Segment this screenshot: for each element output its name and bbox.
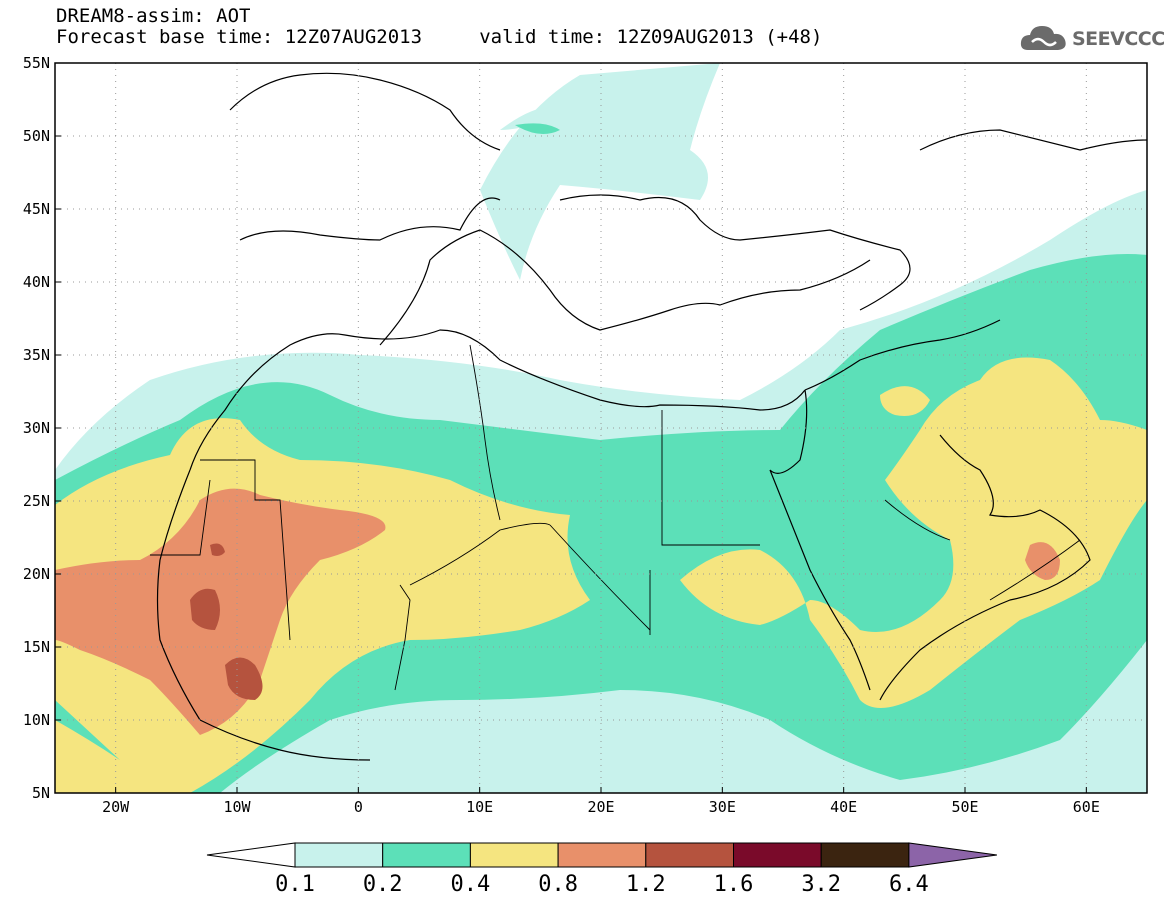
colorbar-segment	[557, 842, 647, 868]
colorbar-segment	[733, 842, 822, 868]
colorbar-segment	[382, 842, 471, 868]
axis-ticks: 55N 50N 45N 40N 35N 30N 25N 20N 15N 10N 5N 20W 10W 0 1…	[23, 54, 1100, 816]
lon-tick-label: 10E	[466, 798, 493, 816]
colorbar-segment	[645, 842, 734, 868]
logo-text: SEEVCCC	[1072, 28, 1165, 50]
lon-tick-label: 20E	[587, 798, 614, 816]
logo: SEEVCCC	[1018, 22, 1165, 58]
lon-tick-label: 10W	[223, 798, 251, 816]
lat-tick-label: 55N	[23, 54, 50, 72]
aot-band-0.8-1.2	[55, 488, 1060, 735]
colorbar-label: 1.2	[626, 872, 666, 897]
lon-tick-label: 60E	[1073, 798, 1100, 816]
lon-tick-label: 20W	[102, 798, 130, 816]
lon-tick-label: 50E	[951, 798, 978, 816]
colorbar-arrow-low	[206, 842, 296, 868]
colorbar-label: 0.2	[363, 872, 403, 897]
colorbar-label: 6.4	[889, 872, 929, 897]
lon-tick-label: 30E	[709, 798, 736, 816]
lat-tick-label: 50N	[23, 127, 50, 145]
lat-tick-label: 25N	[23, 492, 50, 510]
country-borders	[150, 344, 1081, 691]
title-line-2: Forecast base time: 12Z07AUG2013 valid t…	[56, 26, 823, 48]
colorbar-label: 0.4	[451, 872, 491, 897]
colorbar-label: 0.1	[275, 872, 315, 897]
colorbar-label: 3.2	[801, 872, 841, 897]
colorbar: 0.1 0.2 0.4 0.8 1.2 1.6 3.2 6.4	[206, 842, 997, 897]
lat-tick-label: 5N	[32, 784, 50, 802]
cloud-logo-icon	[1020, 26, 1066, 50]
colorbar-segment	[469, 842, 559, 868]
aot-field	[55, 63, 1147, 793]
colorbar-segment	[294, 842, 384, 868]
lon-tick-label: 40E	[830, 798, 857, 816]
lat-tick-label: 30N	[23, 419, 50, 437]
lat-tick-label: 45N	[23, 200, 50, 218]
lat-tick-label: 20N	[23, 565, 50, 583]
lat-tick-label: 35N	[23, 346, 50, 364]
title-line-1: DREAM8-assim: AOT	[56, 5, 251, 27]
colorbar-arrow-high	[908, 842, 997, 868]
aot-band-1.2-1.6	[190, 543, 263, 700]
lat-tick-label: 40N	[23, 273, 50, 291]
map-grid	[55, 63, 1147, 793]
colorbar-label: 1.6	[714, 872, 754, 897]
lat-tick-label: 15N	[23, 638, 50, 656]
colorbar-label: 0.8	[538, 872, 578, 897]
lat-tick-label: 10N	[23, 711, 50, 729]
coastlines	[156, 72, 1147, 761]
colorbar-segment	[820, 842, 910, 868]
lon-tick-label: 0	[354, 798, 363, 816]
